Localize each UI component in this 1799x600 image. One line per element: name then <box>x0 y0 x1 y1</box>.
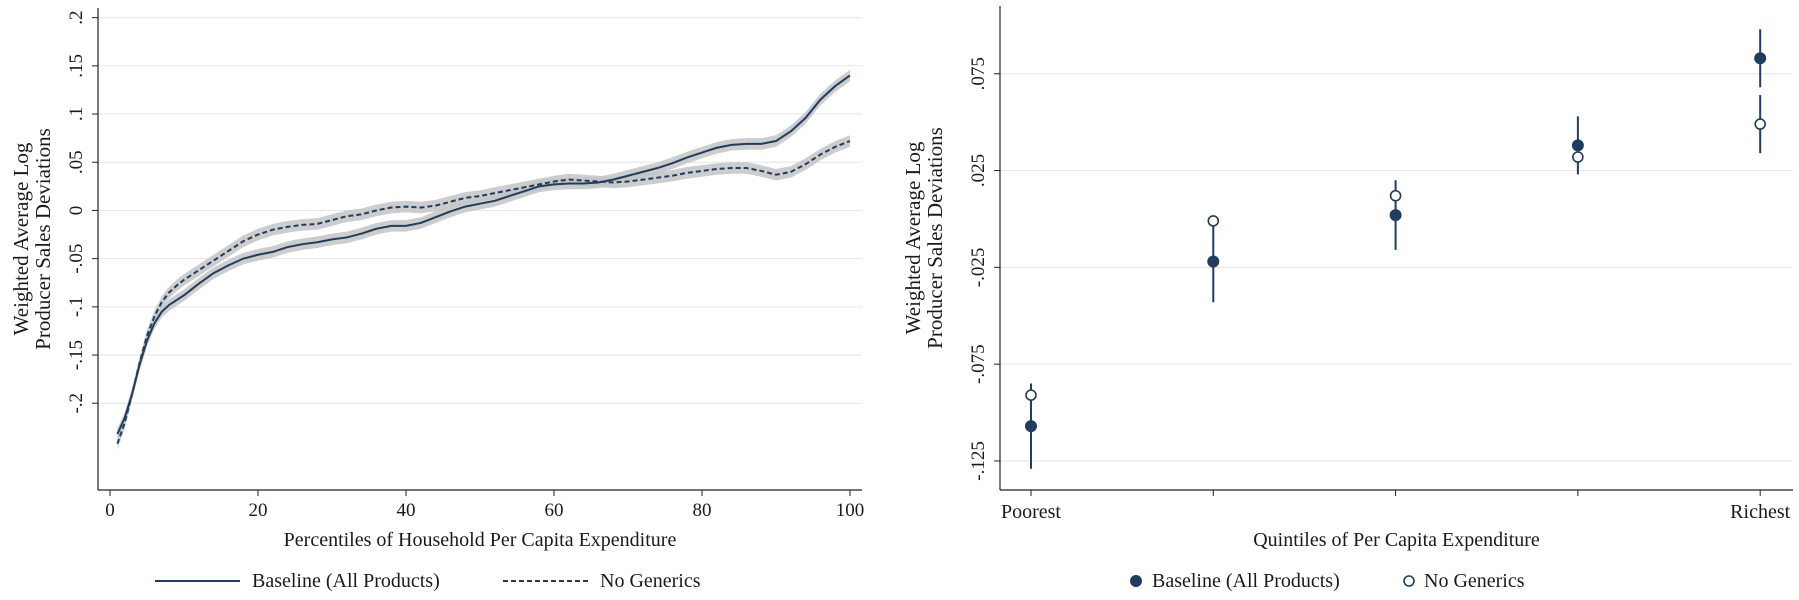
legend-marker-baseline <box>1130 575 1142 587</box>
legend-marker-no-generics <box>1403 575 1415 587</box>
band-series-0 <box>117 69 850 440</box>
y-tick-label: -.2 <box>66 393 87 414</box>
y-axis-title-line1: Weighted Average Log <box>901 141 925 334</box>
y-tick-label: .1 <box>66 107 87 121</box>
y-tick-label: .2 <box>66 11 87 25</box>
point-series-0 <box>1754 52 1767 65</box>
x-tick-label: Poorest <box>1001 501 1061 523</box>
y-tick-label: .15 <box>66 54 87 78</box>
point-series-1 <box>1207 215 1220 227</box>
y-tick-label: -.15 <box>66 340 87 370</box>
y-axis-title-line1: Weighted Average Log <box>9 142 33 335</box>
point-series-1 <box>1754 118 1766 130</box>
legend-label-no-generics: No Generics <box>1424 570 1525 592</box>
x-tick-label: 20 <box>249 500 268 521</box>
point-series-0 <box>1207 255 1220 268</box>
x-tick-label: 80 <box>693 500 712 521</box>
y-tick-label: .075 <box>968 57 989 90</box>
legend-label-baseline: Baseline (All Products) <box>252 570 440 592</box>
point-series-0 <box>1389 209 1402 222</box>
series-line-1 <box>116 140 851 445</box>
legend-label-baseline: Baseline (All Products) <box>1152 570 1340 592</box>
point-series-0 <box>1024 420 1037 433</box>
point-series-1 <box>1389 189 1402 202</box>
y-tick-label: -.125 <box>968 441 989 481</box>
y-tick-label: -.075 <box>968 344 989 384</box>
x-tick-label: 100 <box>836 500 865 521</box>
point-series-1 <box>1572 151 1584 163</box>
series-line-0 <box>116 74 851 435</box>
x-tick-label: Richest <box>1730 501 1790 523</box>
y-tick-label: -.05 <box>66 244 87 274</box>
point-series-0 <box>1571 139 1584 152</box>
y-axis-title-line2: Producer Sales Deviations <box>31 128 55 350</box>
band-series-1 <box>117 135 850 450</box>
point-series-1 <box>1025 389 1037 401</box>
x-tick-label: 0 <box>105 500 115 521</box>
y-tick-label: -.025 <box>968 248 989 288</box>
x-axis-title: Quintiles of Per Capita Expenditure <box>1253 529 1540 551</box>
y-tick-label: .05 <box>66 150 87 174</box>
right-chart: -.125 -.075 -.025 .025 .075 Poorest Richest Qui… <box>901 6 1793 592</box>
y-tick-label: .025 <box>968 154 989 187</box>
y-tick-label: -.1 <box>66 297 87 318</box>
left-chart: -.2 -.15 -.1 -.05 0 .05 .1 .15 .2 0 20 40 60 80 100 Per… <box>9 8 865 592</box>
x-axis-title: Percentiles of Household Per Capita Expe… <box>284 529 677 551</box>
x-tick-label: 60 <box>545 500 564 521</box>
x-tick-label: 40 <box>397 500 416 521</box>
legend-label-no-generics: No Generics <box>600 570 701 592</box>
y-axis-title-line2: Producer Sales Deviations <box>923 127 947 349</box>
y-tick-label: 0 <box>66 206 87 216</box>
